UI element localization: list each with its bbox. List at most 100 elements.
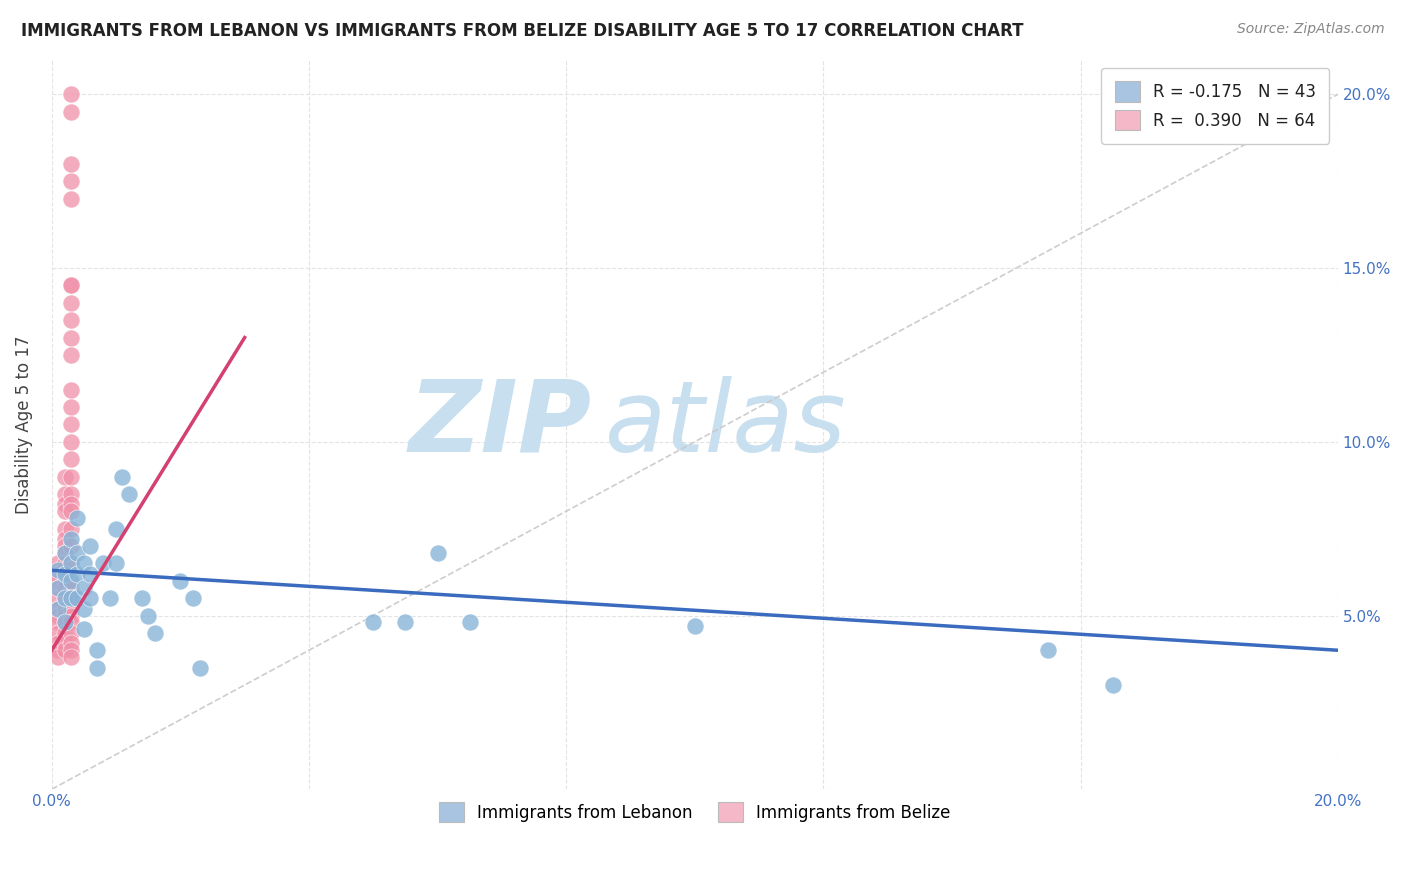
Point — [46, 643, 69, 657]
Point — [60, 636, 83, 650]
Point — [53, 504, 76, 518]
Point — [1101, 678, 1123, 692]
Legend: Immigrants from Lebanon, Immigrants from Belize: Immigrants from Lebanon, Immigrants from… — [426, 789, 965, 836]
Point — [60, 434, 83, 449]
Point — [111, 469, 134, 483]
Point — [60, 591, 83, 606]
Point — [53, 539, 76, 553]
Point — [60, 643, 83, 657]
Point — [46, 601, 69, 615]
Point — [60, 601, 83, 615]
Point — [1038, 643, 1060, 657]
Point — [60, 157, 83, 171]
Point — [46, 581, 69, 595]
Point — [46, 581, 69, 595]
Point — [60, 104, 83, 119]
Point — [46, 608, 69, 623]
Point — [46, 563, 69, 577]
Point — [60, 574, 83, 588]
Point — [105, 522, 128, 536]
Point — [66, 511, 89, 525]
Point — [53, 487, 76, 501]
Point — [60, 487, 83, 501]
Point — [66, 591, 89, 606]
Point — [60, 330, 83, 344]
Text: IMMIGRANTS FROM LEBANON VS IMMIGRANTS FROM BELIZE DISABILITY AGE 5 TO 17 CORRELA: IMMIGRANTS FROM LEBANON VS IMMIGRANTS FR… — [21, 22, 1024, 40]
Point — [60, 278, 83, 293]
Point — [53, 497, 76, 511]
Point — [136, 608, 159, 623]
Point — [60, 192, 83, 206]
Point — [188, 660, 211, 674]
Point — [53, 546, 76, 560]
Point — [60, 87, 83, 102]
Point — [46, 557, 69, 571]
Point — [53, 608, 76, 623]
Point — [60, 557, 83, 571]
Point — [53, 643, 76, 657]
Point — [66, 546, 89, 560]
Point — [60, 469, 83, 483]
Point — [60, 295, 83, 310]
Point — [60, 174, 83, 188]
Point — [53, 591, 76, 606]
Point — [46, 636, 69, 650]
Point — [86, 643, 108, 657]
Point — [53, 615, 76, 630]
Point — [66, 566, 89, 581]
Point — [79, 539, 101, 553]
Point — [60, 278, 83, 293]
Text: Source: ZipAtlas.com: Source: ZipAtlas.com — [1237, 22, 1385, 37]
Point — [53, 566, 76, 581]
Point — [73, 623, 96, 637]
Point — [60, 400, 83, 414]
Point — [46, 625, 69, 640]
Point — [60, 452, 83, 467]
Point — [53, 615, 76, 630]
Point — [60, 532, 83, 546]
Y-axis label: Disability Age 5 to 17: Disability Age 5 to 17 — [15, 335, 32, 514]
Point — [60, 581, 83, 595]
Point — [46, 615, 69, 630]
Point — [91, 557, 114, 571]
Point — [46, 591, 69, 606]
Point — [60, 417, 83, 432]
Point — [181, 591, 204, 606]
Point — [79, 591, 101, 606]
Point — [53, 574, 76, 588]
Point — [46, 574, 69, 588]
Point — [118, 487, 141, 501]
Point — [426, 546, 449, 560]
Point — [683, 619, 706, 633]
Point — [53, 591, 76, 606]
Point — [53, 469, 76, 483]
Point — [394, 615, 416, 630]
Point — [53, 636, 76, 650]
Point — [60, 539, 83, 553]
Point — [79, 566, 101, 581]
Point — [53, 601, 76, 615]
Point — [60, 383, 83, 397]
Point — [53, 546, 76, 560]
Point — [169, 574, 191, 588]
Point — [60, 650, 83, 665]
Text: atlas: atlas — [605, 376, 846, 473]
Point — [53, 522, 76, 536]
Point — [143, 625, 166, 640]
Point — [73, 581, 96, 595]
Point — [73, 601, 96, 615]
Point — [60, 591, 83, 606]
Point — [361, 615, 384, 630]
Point — [131, 591, 153, 606]
Point — [60, 625, 83, 640]
Point — [46, 566, 69, 581]
Point — [60, 615, 83, 630]
Point — [98, 591, 121, 606]
Point — [60, 313, 83, 327]
Point — [60, 504, 83, 518]
Point — [53, 625, 76, 640]
Point — [458, 615, 481, 630]
Point — [60, 557, 83, 571]
Point — [60, 608, 83, 623]
Point — [53, 566, 76, 581]
